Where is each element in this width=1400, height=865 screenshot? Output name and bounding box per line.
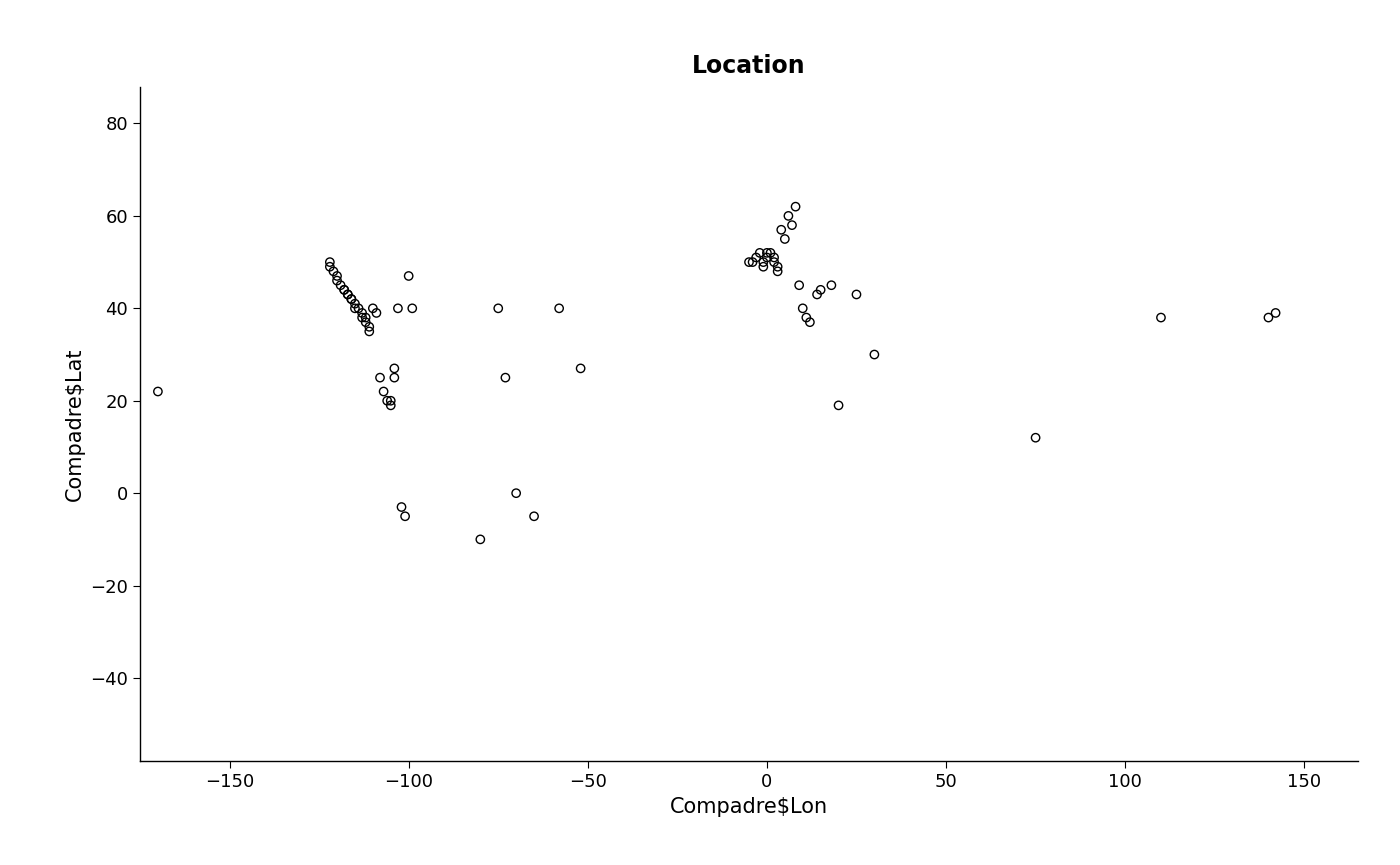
Point	[333, 283, 356, 297]
Point	[795, 311, 818, 324]
Point	[351, 311, 374, 324]
Point	[393, 509, 416, 523]
Point	[379, 399, 402, 413]
Point	[770, 223, 792, 237]
Point	[494, 371, 517, 385]
Point	[798, 315, 820, 329]
Point	[547, 301, 570, 315]
Point	[777, 209, 799, 223]
Y-axis label: Compadre$Lat: Compadre$Lat	[64, 347, 85, 501]
Point	[365, 306, 388, 320]
Point	[368, 371, 391, 385]
Point	[384, 371, 406, 385]
Point	[344, 301, 367, 315]
Point	[147, 385, 169, 399]
Point	[377, 394, 399, 407]
Point	[386, 301, 409, 315]
Point	[329, 279, 351, 292]
Point	[752, 255, 774, 269]
Point	[391, 500, 413, 514]
Point	[326, 269, 349, 283]
Point	[1264, 306, 1287, 320]
Point	[827, 399, 850, 413]
Point	[379, 394, 402, 407]
Point	[774, 232, 797, 246]
Point	[354, 315, 377, 329]
Point	[1149, 311, 1172, 324]
Point	[752, 260, 774, 273]
Point	[505, 486, 528, 500]
Point	[791, 301, 813, 315]
Point	[361, 301, 384, 315]
Point	[344, 297, 367, 311]
Point	[809, 283, 832, 297]
Point	[358, 324, 381, 338]
Point	[766, 265, 788, 279]
Point	[759, 246, 781, 260]
Point	[781, 218, 804, 232]
Point	[398, 269, 420, 283]
Point	[738, 255, 760, 269]
Point	[326, 273, 349, 287]
Point	[1257, 311, 1280, 324]
Point	[820, 279, 843, 292]
Point	[846, 287, 868, 301]
X-axis label: Compadre$Lon: Compadre$Lon	[671, 797, 827, 817]
Point	[358, 320, 381, 334]
Point	[766, 260, 788, 273]
Point	[351, 306, 374, 320]
Point	[340, 292, 363, 306]
Point	[763, 251, 785, 265]
Point	[749, 246, 771, 260]
Point	[1025, 431, 1047, 445]
Point	[372, 385, 395, 399]
Point	[756, 251, 778, 265]
Point	[756, 246, 778, 260]
Point	[788, 279, 811, 292]
Point	[784, 200, 806, 214]
Point	[742, 255, 764, 269]
Point	[570, 362, 592, 375]
Title: Location: Location	[692, 54, 806, 78]
Point	[469, 533, 491, 547]
Point	[400, 301, 423, 315]
Point	[319, 255, 342, 269]
Point	[384, 362, 406, 375]
Point	[522, 509, 545, 523]
Point	[333, 283, 356, 297]
Point	[319, 260, 342, 273]
Point	[322, 265, 344, 279]
Point	[354, 311, 377, 324]
Point	[487, 301, 510, 315]
Point	[336, 287, 358, 301]
Point	[864, 348, 886, 362]
Point	[336, 287, 358, 301]
Point	[745, 251, 767, 265]
Point	[340, 292, 363, 306]
Point	[347, 301, 370, 315]
Point	[806, 287, 829, 301]
Point	[763, 255, 785, 269]
